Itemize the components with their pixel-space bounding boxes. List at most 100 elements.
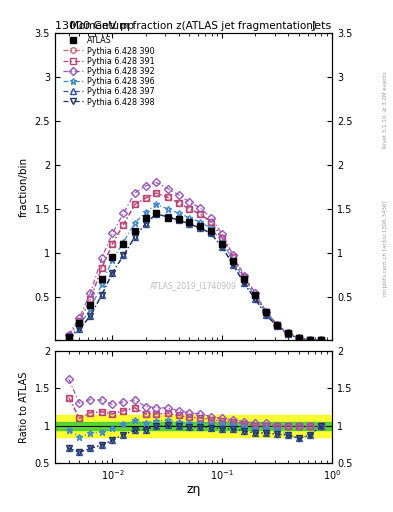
Pythia 6.428 396 [253,293,258,300]
Pythia 6.428 396 [121,239,126,245]
Pythia 6.428 397 [319,337,323,344]
Pythia 6.428 396 [99,281,104,287]
ATLAS [286,330,290,336]
Pythia 6.428 392 [154,179,158,185]
Pythia 6.428 398 [165,214,170,220]
Pythia 6.428 397 [77,326,82,332]
Pythia 6.428 391 [264,309,268,315]
ATLAS [275,322,279,328]
Pythia 6.428 390 [275,322,279,328]
Pythia 6.428 392 [99,255,104,261]
Pythia 6.428 396 [88,306,93,312]
Pythia 6.428 392 [121,210,126,216]
Pythia 6.428 397 [231,262,236,268]
Pythia 6.428 390 [110,241,115,247]
Line: Pythia 6.428 390: Pythia 6.428 390 [66,190,324,343]
Pythia 6.428 390 [77,318,82,324]
Pythia 6.428 398 [132,234,137,240]
Pythia 6.428 390 [242,274,246,281]
ATLAS [165,215,170,221]
Text: ATLAS_2019_I1740909: ATLAS_2019_I1740909 [150,281,237,290]
Pythia 6.428 392 [286,330,290,336]
Pythia 6.428 391 [275,322,279,328]
Pythia 6.428 392 [231,252,236,259]
Pythia 6.428 397 [286,331,290,337]
Pythia 6.428 396 [143,209,148,216]
ATLAS [264,309,268,315]
Text: Rivet 3.1.10, ≥ 3.2M events: Rivet 3.1.10, ≥ 3.2M events [383,72,388,148]
ATLAS [198,223,202,229]
Pythia 6.428 390 [220,234,225,241]
Pythia 6.428 397 [253,296,258,302]
Pythia 6.428 396 [110,257,115,263]
Pythia 6.428 396 [231,258,236,264]
Pythia 6.428 392 [187,199,191,205]
Legend: ATLAS, Pythia 6.428 390, Pythia 6.428 391, Pythia 6.428 392, Pythia 6.428 396, P: ATLAS, Pythia 6.428 390, Pythia 6.428 39… [63,36,154,106]
ATLAS [176,216,181,222]
ATLAS [231,259,236,265]
Line: Pythia 6.428 396: Pythia 6.428 396 [65,201,325,344]
Pythia 6.428 398 [319,337,323,344]
Pythia 6.428 392 [66,332,71,338]
ATLAS [187,219,191,225]
ATLAS [154,210,158,216]
Pythia 6.428 391 [297,335,301,341]
Pythia 6.428 396 [286,331,290,337]
Pythia 6.428 396 [319,337,323,344]
Pythia 6.428 396 [132,220,137,226]
ATLAS [110,254,115,260]
Pythia 6.428 396 [308,337,312,343]
Pythia 6.428 390 [187,206,191,212]
ATLAS [121,241,126,247]
Pythia 6.428 397 [132,234,137,240]
Pythia 6.428 392 [88,290,93,296]
Pythia 6.428 391 [253,292,258,298]
Pythia 6.428 397 [297,335,301,342]
Pythia 6.428 397 [220,244,225,250]
Pythia 6.428 392 [275,322,279,328]
Pythia 6.428 390 [165,195,170,201]
ATLAS [77,320,82,326]
Pythia 6.428 390 [297,335,301,341]
Pythia 6.428 397 [187,221,191,227]
Pythia 6.428 391 [187,206,191,212]
Pythia 6.428 391 [231,254,236,260]
Pythia 6.428 398 [220,244,225,250]
Pythia 6.428 396 [297,335,301,342]
Pythia 6.428 391 [154,190,158,196]
Pythia 6.428 392 [220,231,225,238]
Pythia 6.428 391 [121,222,126,228]
Pythia 6.428 391 [209,219,213,225]
Pythia 6.428 392 [209,215,213,221]
Pythia 6.428 398 [66,335,71,341]
ATLAS [99,276,104,282]
Pythia 6.428 398 [231,262,236,268]
Pythia 6.428 396 [220,239,225,245]
Pythia 6.428 397 [154,211,158,217]
Pythia 6.428 398 [242,281,246,287]
X-axis label: zη: zη [186,483,201,497]
Pythia 6.428 391 [66,333,71,339]
Pythia 6.428 398 [176,217,181,223]
ATLAS [242,276,246,282]
Pythia 6.428 391 [110,241,115,247]
Pythia 6.428 390 [88,296,93,302]
Pythia 6.428 391 [143,195,148,201]
Pythia 6.428 392 [242,272,246,279]
Line: ATLAS: ATLAS [66,210,324,343]
Pythia 6.428 397 [209,230,213,237]
Pythia 6.428 398 [198,225,202,231]
Pythia 6.428 390 [154,190,158,196]
Pythia 6.428 397 [242,281,246,287]
ATLAS [132,228,137,234]
ATLAS [297,335,301,341]
Pythia 6.428 391 [198,211,202,217]
ATLAS [308,337,312,343]
Pythia 6.428 396 [198,219,202,225]
Pythia 6.428 392 [253,290,258,296]
Pythia 6.428 391 [286,330,290,336]
Pythia 6.428 390 [264,309,268,315]
Pythia 6.428 392 [297,335,301,341]
Pythia 6.428 396 [209,225,213,231]
Pythia 6.428 391 [220,234,225,241]
